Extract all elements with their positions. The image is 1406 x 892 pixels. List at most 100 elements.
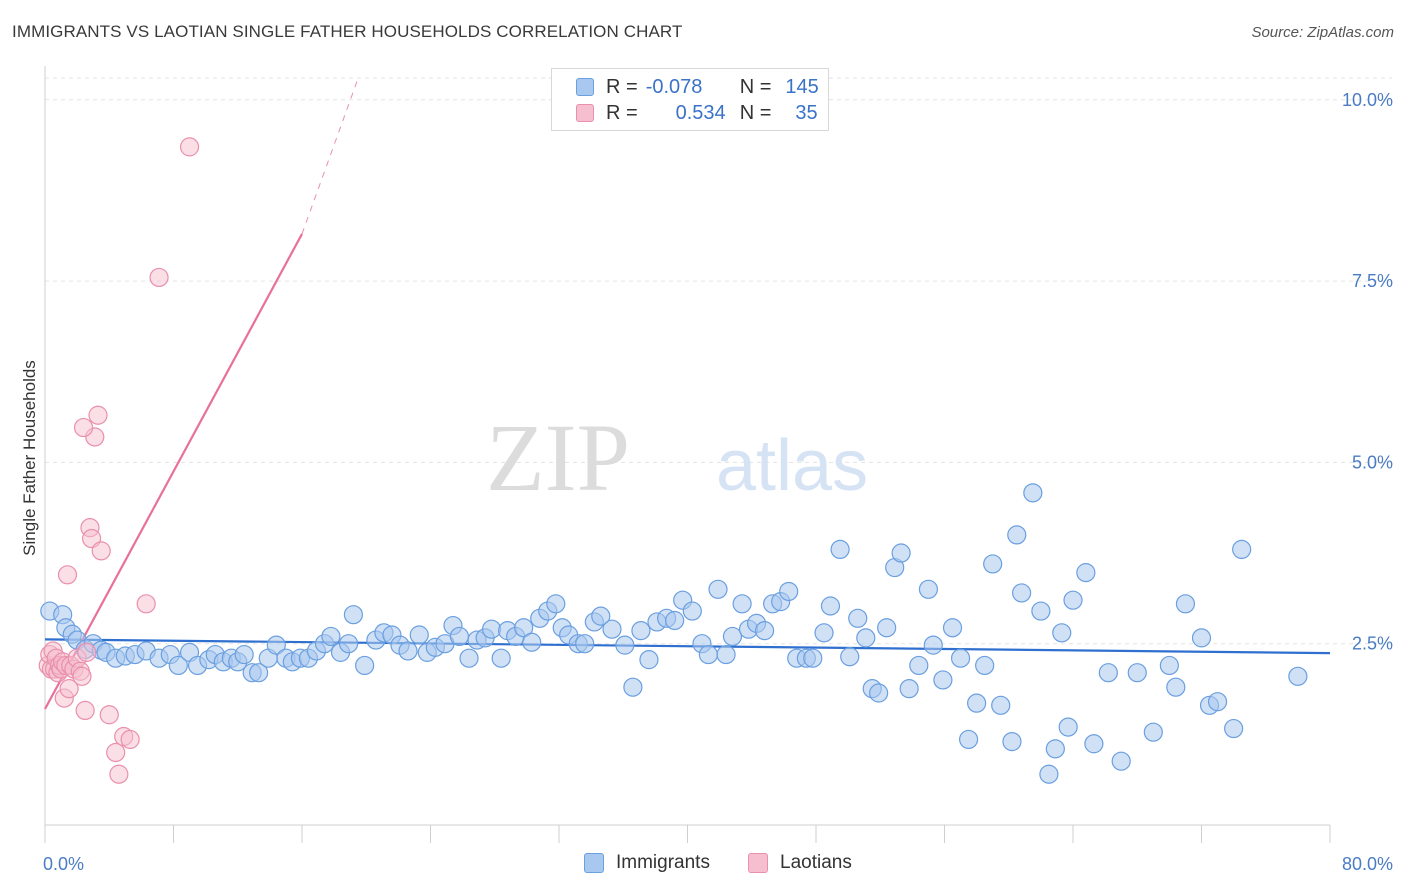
immigrants-point	[1191, 628, 1212, 648]
immigrants-point	[639, 650, 659, 670]
immigrants-point	[909, 655, 929, 676]
immigrants-point	[546, 594, 566, 614]
laotians-point	[179, 137, 200, 157]
laotians-point	[77, 642, 97, 662]
correlation-legend: R = -0.078 N = 145 R = 0.534 N = 35	[551, 68, 829, 131]
immigrants-point	[1007, 525, 1027, 545]
immigrants-point	[449, 626, 470, 647]
immigrants-point	[1159, 655, 1179, 676]
immigrants-point	[1023, 483, 1043, 503]
legend-row-immigrants: R = -0.078 N = 145	[576, 74, 819, 100]
laotians-point	[99, 705, 119, 725]
immigrants-point	[623, 677, 643, 697]
laotians-point	[73, 417, 94, 438]
laotians-point	[106, 742, 126, 763]
y-tick-label: 7.5%	[1352, 271, 1393, 291]
immigrants-point	[708, 579, 728, 599]
immigrants-point	[1052, 623, 1072, 643]
watermark-zip: ZIP	[486, 404, 630, 511]
immigrants-point	[983, 554, 1003, 574]
axes	[44, 66, 1331, 843]
laotians-swatch	[748, 853, 768, 873]
immigrants-point	[722, 626, 743, 647]
immigrants-point	[942, 618, 963, 638]
immigrants-point	[1002, 731, 1022, 752]
immigrants-point	[820, 596, 841, 616]
immigrants-point	[575, 634, 595, 654]
r-label: R =	[606, 75, 638, 98]
laotians-trend-line	[44, 233, 303, 710]
laotians-swatch	[576, 104, 594, 122]
immigrants-point	[631, 621, 651, 641]
immigrants-point	[1288, 666, 1308, 686]
immigrants-point	[409, 625, 429, 645]
r-label: R =	[606, 101, 638, 124]
series-legend: Immigrants Laotians	[0, 852, 1406, 878]
immigrants-point	[891, 543, 911, 563]
immigrants-point	[1127, 663, 1147, 683]
r-value: 0.534	[675, 101, 726, 124]
laotians-point	[136, 594, 156, 614]
laotians-point	[149, 267, 169, 288]
immigrants-point	[1232, 539, 1252, 560]
immigrants-point	[481, 619, 502, 639]
immigrants-point	[1031, 601, 1051, 621]
immigrants-point	[615, 635, 635, 655]
immigrants-point	[732, 594, 752, 614]
source-credit: Source: ZipAtlas.com	[1251, 24, 1394, 41]
immigrants-point	[266, 635, 286, 655]
y-tick-label: 5.0%	[1352, 452, 1393, 472]
y-tick-label: 10.0%	[1342, 90, 1393, 110]
immigrants-point	[950, 648, 971, 668]
immigrants-point	[1111, 751, 1131, 771]
immigrants-point	[1063, 590, 1083, 610]
immigrants-point	[923, 635, 943, 655]
immigrants-point	[991, 695, 1011, 715]
legend-laotians[interactable]: Laotians	[748, 852, 852, 874]
immigrants-point	[321, 626, 341, 647]
immigrants-point	[1011, 583, 1032, 603]
immigrants-point	[1166, 677, 1186, 697]
immigrants-point	[1045, 739, 1065, 759]
gridlines	[45, 77, 1392, 645]
laotians-point	[59, 679, 79, 699]
immigrants-point	[840, 647, 860, 667]
laotians-point	[88, 405, 108, 425]
legend-immigrants[interactable]: Immigrants	[584, 852, 710, 874]
immigrants-point	[716, 644, 736, 665]
immigrants-point	[754, 621, 775, 641]
immigrants-point	[522, 632, 542, 652]
immigrants-point	[514, 618, 534, 638]
chart-title: IMMIGRANTS VS LAOTIAN SINGLE FATHER HOUS…	[12, 22, 683, 41]
immigrants-point	[1084, 734, 1104, 754]
n-value: 145	[785, 75, 819, 98]
laotians-point	[91, 541, 111, 561]
immigrants-point	[814, 623, 834, 643]
n-value: 35	[795, 101, 818, 124]
immigrants-point	[1143, 722, 1163, 742]
immigrants-point	[398, 641, 418, 661]
immigrants-point	[665, 610, 685, 631]
immigrants-point	[491, 648, 511, 668]
immigrants-point	[168, 655, 188, 676]
immigrants-point	[343, 605, 363, 625]
immigrants-swatch	[576, 78, 594, 96]
immigrants-point	[1076, 563, 1096, 583]
immigrants-point	[249, 663, 269, 683]
immigrants-trend-line	[44, 638, 1331, 655]
legend-row-laotians: R = 0.534 N = 35	[576, 100, 818, 126]
n-label: N =	[739, 101, 772, 124]
legend-laotians-label: Laotians	[780, 852, 852, 873]
immigrants-point	[1098, 663, 1118, 683]
immigrants-point	[933, 670, 953, 690]
immigrants-point	[1039, 764, 1059, 784]
watermark: ZIP atlas	[486, 404, 868, 511]
immigrants-point	[338, 634, 359, 654]
immigrants-swatch	[584, 853, 604, 873]
laotians-point	[57, 565, 78, 585]
immigrants-point	[803, 648, 823, 668]
laotians-point	[75, 700, 95, 721]
immigrants-point	[1207, 692, 1228, 712]
x-tick-labels: 0.0% 80.0%	[43, 854, 1393, 874]
